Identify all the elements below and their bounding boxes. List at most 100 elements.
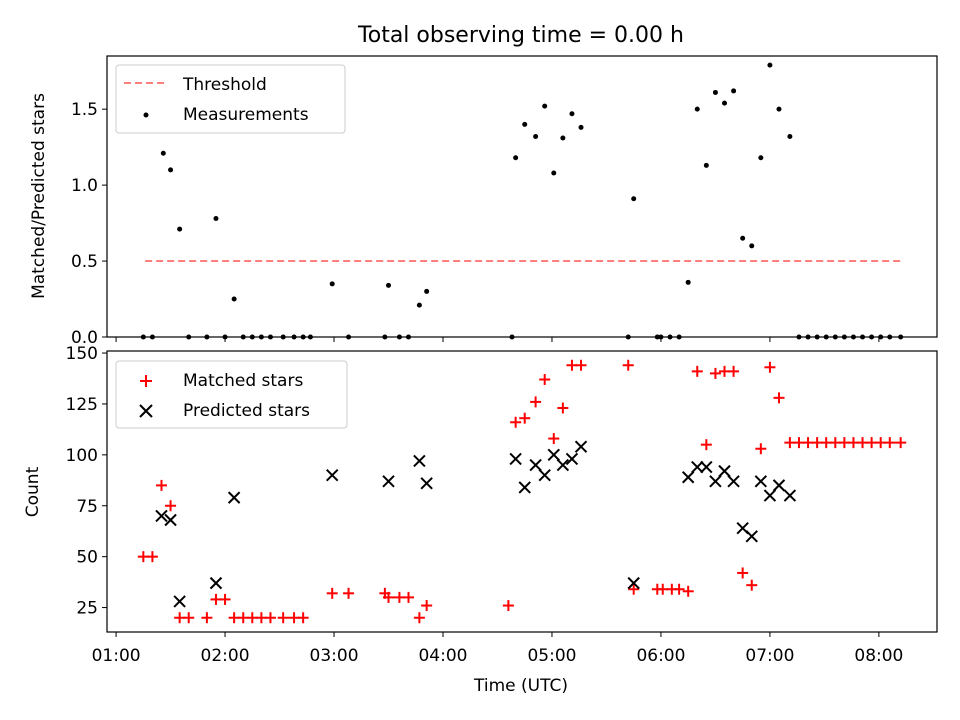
measurement-point	[386, 282, 392, 288]
measurement-point	[424, 288, 430, 294]
predicted-stars-point	[518, 481, 531, 494]
matched-stars-point	[628, 583, 640, 595]
predicted-stars-point	[709, 475, 722, 488]
y-tick-label: 25	[76, 599, 98, 619]
measurement-point	[787, 134, 793, 140]
matched-stars-point	[146, 551, 158, 563]
matched-stars-point	[728, 365, 740, 377]
x-tick-label: 05:00	[527, 646, 576, 666]
measurement-point	[694, 106, 700, 112]
measurement-point	[160, 150, 166, 156]
measurement-point	[703, 162, 709, 168]
legend-measurements-swatch	[143, 112, 149, 118]
y-tick-label: 125	[66, 395, 98, 415]
matched-stars-point	[277, 612, 289, 624]
top-x-ticks	[115, 337, 880, 342]
matched-stars-point	[700, 439, 712, 451]
predicted-stars-point	[681, 471, 695, 484]
y-tick-label: 1.5	[71, 100, 98, 120]
predicted-stars-point	[547, 448, 560, 462]
measurement-point	[329, 281, 335, 287]
matched-stars-point	[413, 612, 425, 624]
bottom-axes-frame	[106, 350, 938, 633]
y-tick-label: 0.5	[71, 252, 98, 272]
x-tick-label: 02:00	[201, 646, 250, 666]
legend-predicted-swatch	[139, 404, 153, 418]
matched-stars-point	[502, 600, 514, 612]
matched-stars-point	[539, 374, 551, 386]
predicted-stars-point	[745, 530, 758, 543]
measurement-point	[560, 135, 566, 141]
matched-stars-point	[548, 433, 560, 445]
matched-stars-point	[764, 361, 776, 373]
y-tick-label: 0.0	[71, 328, 98, 348]
predicted-stars-point	[718, 464, 731, 478]
bottom-x-axis: 01:00 02:00 03:00 04:00 05:00 06:00 07:00 08:00	[92, 632, 903, 666]
measurement-point	[722, 100, 728, 106]
matched-stars-point	[402, 591, 414, 603]
measurement-point	[758, 155, 764, 161]
bottom-panel: 25 50 75 100 125 150 01:00 02:00 03:00 04:00 05:0…	[23, 344, 938, 666]
predicted-stars-point	[413, 454, 426, 468]
matched-stars-point	[682, 585, 694, 597]
bottom-y-axis: 25 50 75 100 125 150	[66, 344, 107, 619]
matched-stars-point	[530, 396, 542, 408]
measurement-point	[513, 155, 519, 161]
predicted-stars-point	[509, 452, 522, 466]
matched-stars-point	[884, 437, 896, 449]
matched-stars-point	[746, 579, 758, 591]
x-tick-label: 07:00	[745, 646, 794, 666]
predicted-stars-point	[326, 469, 339, 482]
y-tick-label: 1.0	[71, 176, 98, 196]
measurement-point	[533, 134, 539, 140]
predicted-stars-point	[763, 489, 777, 502]
predicted-stars-point	[209, 576, 223, 590]
bottom-y-axis-label: Count	[23, 466, 43, 517]
matched-stars-point	[622, 359, 634, 371]
predicted-stars-point	[155, 509, 168, 523]
matched-stars-point	[673, 583, 685, 595]
top-legend: Threshold Measurements	[115, 64, 346, 134]
measurement-point	[685, 279, 691, 285]
measurement-point	[631, 196, 637, 202]
measurement-point	[177, 226, 183, 232]
matched-stars-point	[575, 359, 587, 371]
matched-stars-point	[737, 567, 749, 579]
matched-stars-point	[773, 392, 785, 404]
matched-stars-point	[510, 416, 522, 428]
bottom-legend: Matched stars Predicted stars	[115, 360, 348, 429]
bottom-legend-box	[115, 360, 348, 429]
predicted-stars-point	[529, 458, 542, 472]
predicted-stars-point	[727, 475, 740, 488]
matched-stars-point	[219, 593, 231, 605]
y-tick-label: 50	[76, 548, 98, 568]
matched-stars-point	[326, 587, 338, 599]
measurement-point	[578, 124, 584, 130]
matched-stars-point	[755, 443, 767, 455]
matched-stars-point	[421, 600, 433, 612]
matched-stars-point	[519, 412, 531, 424]
matched-stars-point	[201, 612, 213, 624]
measurement-point	[712, 89, 718, 95]
predicted-stars-point	[565, 452, 579, 466]
measurement-point	[569, 111, 575, 117]
matched-stars-point	[343, 587, 355, 599]
predicted-stars-point	[382, 475, 395, 488]
x-tick-label: 03:00	[310, 646, 359, 666]
matched-stars-point	[557, 402, 569, 414]
matched-stars-point	[264, 612, 276, 624]
predicted-stars-point	[754, 475, 768, 488]
top-panel: 0.0 0.5 1.0 1.5 Matched/Predicted stars Thr…	[29, 55, 938, 348]
x-tick-label: 08:00	[854, 646, 903, 666]
legend-predicted-label: Predicted stars	[183, 401, 310, 421]
predicted-stars-point	[772, 479, 786, 492]
predicted-stars-point	[538, 469, 551, 482]
x-tick-label: 06:00	[636, 646, 685, 666]
legend-matched-swatch	[140, 375, 152, 387]
matched-stars-point	[383, 591, 395, 603]
matched-stars-point	[155, 479, 167, 491]
predicted-stars-point	[227, 491, 241, 504]
predicted-stars-point	[556, 458, 570, 472]
legend-measurements-label: Measurements	[183, 105, 309, 125]
matched-stars-point	[165, 500, 177, 512]
